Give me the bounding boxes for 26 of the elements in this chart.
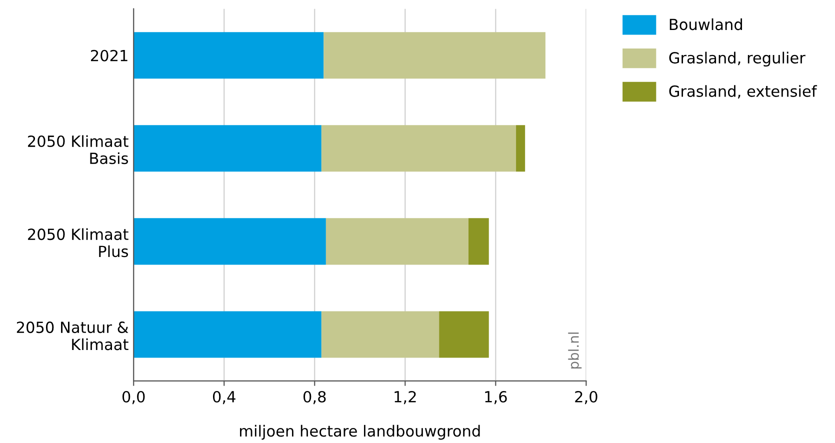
x-tick-label: 2,0: [575, 390, 598, 404]
bar: [321, 125, 516, 172]
bar: [321, 311, 440, 358]
bar: [324, 32, 546, 79]
legend-label: Grasland, extensief: [669, 85, 818, 99]
bar: [134, 218, 326, 265]
bar: [468, 218, 489, 265]
y-tick-label: 2021: [90, 50, 128, 62]
legend-label: Bouwland: [670, 18, 742, 30]
y-tick-label: 2050 Natuur & Klimaat: [16, 322, 128, 350]
x-axis-title: miljoen hectare landbouwgrond: [240, 424, 480, 440]
x-tick-label: 0,4: [212, 390, 236, 404]
x-tick-label: 0,0: [122, 390, 145, 404]
x-tick-label: 1,6: [485, 390, 507, 404]
bar: [326, 218, 468, 265]
bar: [134, 125, 322, 172]
bar: [516, 125, 526, 172]
y-tick-label: 2050 Klimaat Basis: [28, 135, 128, 164]
annotation: pbl.nl: [568, 332, 582, 369]
x-tick-label: 0,8: [303, 390, 326, 404]
bar: [439, 311, 489, 358]
y-tick-label: 2050 Klimaat Plus: [28, 228, 128, 258]
bar: [134, 311, 322, 358]
x-tick-label: 1,2: [394, 390, 416, 404]
legend-label: Grasland, regulier: [669, 52, 806, 67]
bar: [134, 32, 324, 79]
